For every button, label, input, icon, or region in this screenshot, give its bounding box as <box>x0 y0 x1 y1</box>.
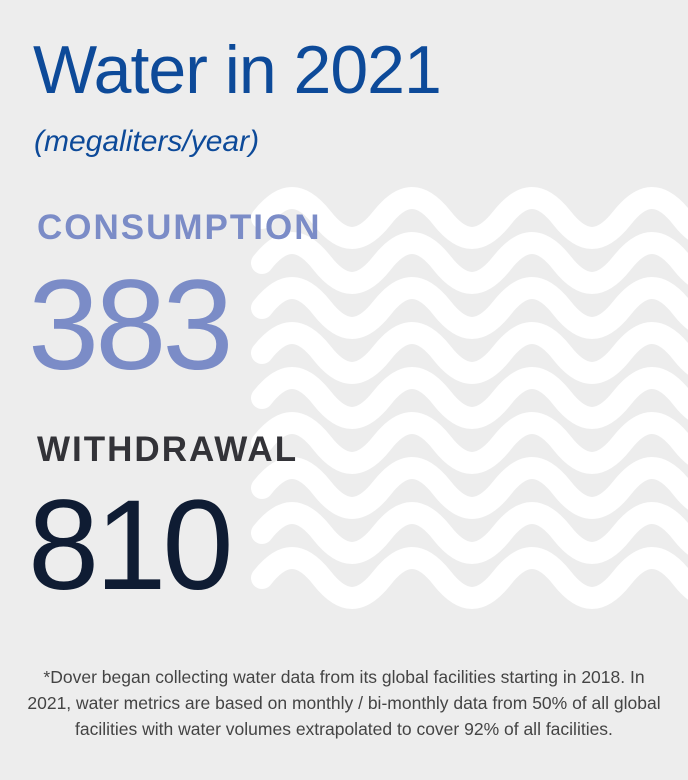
withdrawal-value: 810 <box>28 474 234 617</box>
wave-line <box>251 502 688 564</box>
page-title: Water in 2021 <box>33 32 442 108</box>
footnote: *Dover began collecting water data from … <box>27 667 661 739</box>
consumption-label: CONSUMPTION <box>37 208 322 247</box>
wave-line <box>251 457 688 519</box>
withdrawal-label: WITHDRAWAL <box>37 430 299 469</box>
wave-line <box>251 277 688 339</box>
wave-line <box>251 322 688 384</box>
wave-line <box>251 232 688 294</box>
unit-subtitle: (megaliters/year) <box>34 125 260 158</box>
consumption-value: 383 <box>28 254 234 397</box>
wave-line <box>251 547 688 609</box>
wave-line <box>251 412 688 474</box>
wave-line <box>251 367 688 429</box>
wave-line <box>251 187 688 249</box>
